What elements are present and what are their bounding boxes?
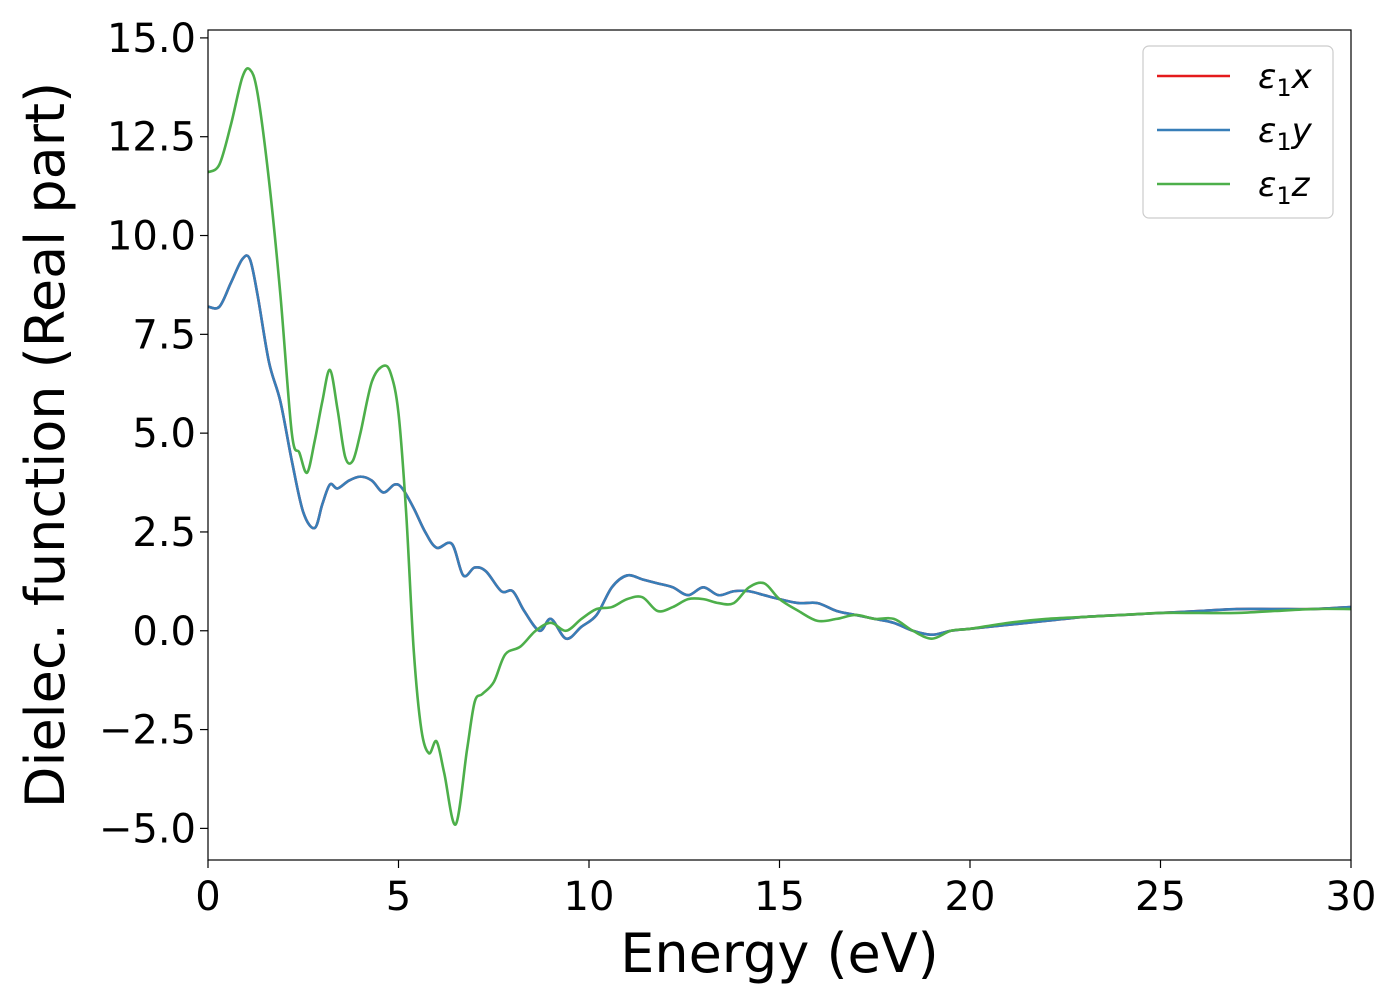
legend-box (1142, 45, 1334, 219)
y-tick-label: 0.0 (132, 609, 196, 655)
legend-label-z: ε1z (1258, 165, 1311, 210)
series-line-z (208, 67, 1351, 826)
legend-items: ε1x ε1y ε1z (1157, 57, 1313, 210)
series-line-x (208, 254, 1351, 640)
legend-label-y: ε1y (1258, 111, 1313, 156)
y-tick-label: −2.5 (99, 708, 196, 754)
x-tick-label: 5 (386, 874, 411, 920)
series-layer (208, 67, 1351, 826)
y-axis-label: Dielec. function (Real part) (14, 82, 77, 808)
y-axis: −5.0 −2.5 0.0 2.5 5.0 7.5 10.0 12.5 15.0 (99, 16, 208, 852)
y-tick-label: 7.5 (132, 312, 196, 358)
x-tick-label: 10 (564, 874, 615, 920)
x-tick-label: 0 (195, 874, 220, 920)
y-tick-label: 15.0 (107, 16, 196, 62)
y-tick-label: −5.0 (99, 806, 196, 852)
x-tick-label: 30 (1326, 874, 1377, 920)
x-tick-label: 25 (1135, 874, 1186, 920)
legend: ε1x ε1y ε1z (1142, 45, 1334, 219)
y-tick-label: 5.0 (132, 411, 196, 457)
x-tick-label: 20 (945, 874, 996, 920)
y-tick-label: 2.5 (132, 510, 196, 556)
y-tick-label: 12.5 (107, 115, 196, 161)
x-axis: 0 5 10 15 20 25 30 (195, 860, 1376, 920)
y-tick-label: 10.0 (107, 214, 196, 260)
legend-label-x: ε1x (1258, 57, 1313, 102)
x-axis-label: Energy (eV) (620, 922, 939, 985)
x-tick-label: 15 (754, 874, 805, 920)
series-line-y (208, 254, 1351, 640)
